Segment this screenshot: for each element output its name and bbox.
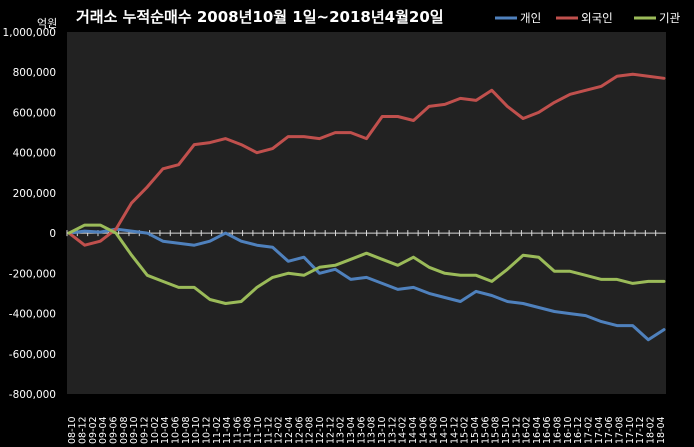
y-tick-label: -200,000 bbox=[9, 268, 56, 280]
x-tick-label: 13-12 bbox=[387, 416, 398, 444]
x-tick-label: 14-02 bbox=[398, 416, 409, 444]
x-tick-label: 11-08 bbox=[243, 416, 254, 444]
x-tick-label: 16-02 bbox=[522, 416, 533, 444]
x-tick-label: 14-06 bbox=[418, 416, 429, 444]
x-tick-label: 14-08 bbox=[429, 416, 440, 444]
x-tick-label: 09-12 bbox=[139, 416, 150, 444]
x-tick-label: 16-08 bbox=[553, 416, 564, 444]
x-tick-label: 17-12 bbox=[635, 416, 646, 444]
x-tick-label: 14-12 bbox=[449, 416, 460, 444]
x-tick-label: 17-06 bbox=[604, 416, 615, 444]
x-tick-label: 16-06 bbox=[542, 416, 553, 444]
x-tick-label: 09-02 bbox=[88, 416, 99, 444]
x-tick-label: 13-02 bbox=[336, 416, 347, 444]
legend-label: 외국인 bbox=[581, 11, 613, 25]
x-tick-label: 13-04 bbox=[346, 416, 357, 444]
x-tick-label: 13-08 bbox=[367, 416, 378, 444]
legend-label: 기관 bbox=[659, 11, 681, 25]
plot-area bbox=[67, 32, 666, 394]
x-tick-label: 10-08 bbox=[181, 416, 192, 444]
x-tick-label: 16-04 bbox=[532, 416, 543, 444]
series-line-1 bbox=[67, 227, 666, 342]
x-tick-label: 18-04 bbox=[656, 416, 667, 444]
x-tick-label: 10-10 bbox=[191, 416, 202, 444]
x-tick-label: 09-04 bbox=[98, 416, 109, 444]
x-tick-label: 08-10 bbox=[67, 416, 78, 444]
x-tick-label: 17-02 bbox=[584, 416, 595, 444]
y-tick-label: 400,000 bbox=[13, 148, 56, 160]
x-tick-label: 11-12 bbox=[263, 416, 274, 444]
y-tick-label: -600,000 bbox=[9, 349, 56, 361]
x-tick-label: 10-02 bbox=[150, 416, 161, 444]
y-tick-label: 800,000 bbox=[13, 67, 56, 79]
y-tick-label: 0 bbox=[49, 228, 56, 240]
x-tick-label: 10-12 bbox=[201, 416, 212, 444]
x-tick-label: 12-08 bbox=[305, 416, 316, 444]
x-tick-label: 15-12 bbox=[511, 416, 522, 444]
legend-label: 개인 bbox=[520, 11, 541, 25]
x-tick-label: 09-10 bbox=[129, 416, 140, 444]
y-tick-label: 200,000 bbox=[13, 188, 56, 200]
y-axis: 1,000,000 800,000 600,000 400,000 200,000 0 -2… bbox=[3, 27, 56, 401]
x-tick-label: 08-12 bbox=[77, 416, 88, 444]
y-tick-label: -800,000 bbox=[9, 389, 56, 401]
x-tick-label: 10-06 bbox=[170, 416, 181, 444]
x-tick-label: 17-10 bbox=[625, 416, 636, 444]
x-tick-label: 12-02 bbox=[274, 416, 285, 444]
y-tick-label: 1,000,000 bbox=[3, 27, 56, 39]
x-tick-label: 17-08 bbox=[615, 416, 626, 444]
x-tick-label: 18-02 bbox=[646, 416, 657, 444]
x-tick-label: 12-06 bbox=[294, 416, 305, 444]
x-tick-label: 15-02 bbox=[460, 416, 471, 444]
series-line-3 bbox=[67, 223, 666, 305]
x-tick-label: 11-02 bbox=[212, 416, 223, 444]
x-tick-label: 11-04 bbox=[222, 416, 233, 444]
x-tick-label: 15-10 bbox=[501, 416, 512, 444]
y-tick-label: -400,000 bbox=[9, 309, 56, 321]
x-tick-label: 11-10 bbox=[253, 416, 264, 444]
x-tick-label: 12-10 bbox=[315, 416, 326, 444]
x-tick-label: 14-04 bbox=[408, 416, 419, 444]
x-tick-label: 17-04 bbox=[594, 416, 605, 444]
x-tick-label: 09-08 bbox=[119, 416, 130, 444]
x-tick-label: 15-04 bbox=[470, 416, 481, 444]
x-tick-label: 15-08 bbox=[491, 416, 502, 444]
legend: 개인 외국인 기관 bbox=[495, 11, 681, 25]
x-tick-label: 09-06 bbox=[108, 416, 119, 444]
y-axis-unit: 억원 bbox=[37, 17, 57, 30]
series-lines bbox=[67, 72, 666, 342]
series-line-2 bbox=[67, 72, 666, 247]
x-tick-label: 12-12 bbox=[325, 416, 336, 444]
chart-title: 거래소 누적순매수 2008년10월 1일~2018년4월20일 bbox=[76, 8, 444, 26]
x-tick-label: 13-10 bbox=[377, 416, 388, 444]
x-tick-label: 12-04 bbox=[284, 416, 295, 444]
x-tick-label: 13-06 bbox=[356, 416, 367, 444]
x-tick-label: 16-10 bbox=[563, 416, 574, 444]
y-tick-label: 600,000 bbox=[13, 107, 56, 119]
x-tick-label: 16-12 bbox=[573, 416, 584, 444]
x-tick-label: 15-06 bbox=[480, 416, 491, 444]
x-axis: 08-10 08-12 09-02 09-04 09-06 09-08 09-10 09-12… bbox=[66, 230, 667, 444]
x-tick-label: 11-06 bbox=[232, 416, 243, 444]
x-tick-label: 10-04 bbox=[160, 416, 171, 444]
x-tick-label: 14-10 bbox=[439, 416, 450, 444]
